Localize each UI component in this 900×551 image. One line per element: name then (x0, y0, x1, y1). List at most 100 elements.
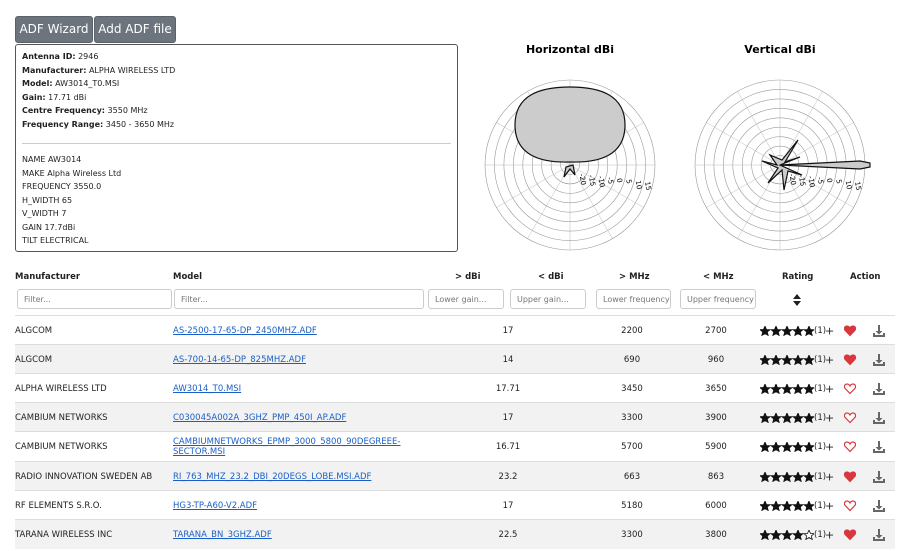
model-link[interactable]: AS-2500-17-65-DP_2450MHZ.ADF (173, 326, 413, 336)
download-glyph (873, 500, 885, 512)
filter-input[interactable]: Filter... (174, 289, 424, 309)
star-rating (760, 326, 814, 336)
download-button[interactable] (873, 325, 885, 337)
add-rating[interactable]: + (825, 382, 834, 395)
favorite-toggle[interactable] (844, 529, 856, 540)
file-line: TILT ELECTRICAL (22, 236, 89, 245)
favorite-toggle[interactable] (844, 500, 856, 511)
table-row: ALGCOMAS-2500-17-65-DP_2450MHZ.ADF172200… (15, 315, 895, 345)
star (771, 442, 781, 452)
model-link[interactable]: C030045A002A_3GHZ_PMP_450I_AP.ADF (173, 413, 413, 423)
favorite-toggle[interactable] (844, 412, 856, 423)
add-adf-button[interactable]: Add ADF file (94, 16, 176, 43)
field-value: 17.71 dBi (48, 93, 86, 102)
manufacturer: RF ELEMENTS S.R.O. (15, 501, 102, 511)
download-button[interactable] (873, 529, 885, 541)
ring-label: 15 (643, 181, 652, 191)
field-value: 2946 (78, 52, 98, 61)
manufacturer: ALGCOM (15, 326, 52, 336)
add-rating[interactable]: + (825, 528, 834, 541)
heart (844, 472, 855, 482)
download-button[interactable] (873, 412, 885, 424)
model-link[interactable]: AW3014_T0.MSI (173, 384, 413, 394)
star (793, 530, 803, 540)
sort-glyph (793, 294, 801, 306)
polar-chart: Vertical dBi-20-15-10-5051015 (695, 43, 870, 250)
field-value: AW3014_T0.MSI (55, 79, 119, 88)
column-header: Manufacturer (15, 272, 80, 282)
star (793, 326, 803, 336)
filter-input[interactable]: Upper frequency (680, 289, 756, 309)
max-frequency: 3900 (686, 413, 746, 423)
gain: 17 (478, 326, 538, 336)
field-label: Frequency Range: (22, 120, 103, 129)
file-line: HORIZONTAL 360 (22, 250, 92, 253)
gain: 16.71 (478, 442, 538, 452)
ring-label: 10 (844, 180, 853, 190)
add-rating[interactable]: + (825, 324, 834, 337)
star-rating (760, 501, 814, 511)
favorite-toggle[interactable] (844, 325, 856, 336)
add-rating[interactable]: + (825, 441, 834, 454)
star (804, 384, 814, 394)
file-line: H_WIDTH 65 (22, 196, 72, 205)
star (782, 384, 792, 394)
star (804, 501, 814, 511)
favorite-toggle[interactable] (844, 471, 856, 482)
model-link[interactable]: RI_763_MHZ_23.2_DBI_20DEGS_LOBE.MSI.ADF (173, 472, 413, 482)
table-row: TARANA WIRELESS INCTARANA_BN_3GHZ.ADF22.… (15, 519, 895, 549)
star (782, 501, 792, 511)
model-link[interactable]: CAMBIUMNETWORKS_EPMP_3000_5800_90DEGREEE… (173, 437, 413, 457)
min-frequency: 663 (602, 472, 662, 482)
filter-input[interactable]: Upper gain... (510, 289, 586, 309)
model-link[interactable]: AS-700-14-65-DP_825MHZ.ADF (173, 355, 413, 365)
star (793, 384, 803, 394)
filter-input[interactable]: Filter... (17, 289, 172, 309)
download-button[interactable] (873, 471, 885, 483)
field-label: Centre Frequency: (22, 106, 105, 115)
ring-label: -5 (606, 176, 615, 184)
ring-label: 15 (853, 181, 862, 191)
add-rating[interactable]: + (825, 353, 834, 366)
model-link[interactable]: HG3-TP-A60-V2.ADF (173, 501, 413, 511)
ring-label: 10 (634, 180, 643, 190)
ring-label: -15 (797, 174, 807, 187)
star (782, 355, 792, 365)
ring-label: -10 (596, 175, 606, 188)
download-button[interactable] (873, 500, 885, 512)
star (782, 530, 792, 540)
star (771, 355, 781, 365)
max-frequency: 960 (686, 355, 746, 365)
filter-input[interactable]: Lower frequency (596, 289, 671, 309)
download-button[interactable] (873, 441, 885, 453)
favorite-toggle[interactable] (844, 354, 856, 365)
ring-label: -20 (787, 173, 797, 186)
star-rating (760, 442, 814, 452)
max-frequency: 3650 (686, 384, 746, 394)
field-label: Model: (22, 79, 53, 88)
download-glyph (873, 412, 885, 424)
manufacturer: ALPHA WIRELESS LTD (15, 384, 107, 394)
file-line: GAIN 17.7dBi (22, 223, 75, 232)
filter-input[interactable]: Lower gain... (428, 289, 504, 309)
star (771, 501, 781, 511)
add-rating[interactable]: + (825, 411, 834, 424)
favorite-toggle[interactable] (844, 442, 856, 453)
download-button[interactable] (873, 354, 885, 366)
model-link[interactable]: TARANA_BN_3GHZ.ADF (173, 530, 413, 540)
star (793, 501, 803, 511)
download-glyph (873, 529, 885, 541)
sort-icon[interactable] (792, 294, 802, 306)
star (782, 472, 792, 482)
download-button[interactable] (873, 383, 885, 395)
add-rating[interactable]: + (825, 470, 834, 483)
add-rating[interactable]: + (825, 499, 834, 512)
favorite-toggle[interactable] (844, 383, 856, 394)
field-value: ALPHA WIRELESS LTD (89, 66, 175, 75)
star-rating (760, 384, 814, 394)
heart (844, 501, 855, 511)
star (782, 413, 792, 423)
manufacturer: ALGCOM (15, 355, 52, 365)
adf-wizard-button[interactable]: ADF Wizard (15, 16, 93, 43)
table-row: RADIO INNOVATION SWEDEN ABRI_763_MHZ_23.… (15, 461, 895, 491)
